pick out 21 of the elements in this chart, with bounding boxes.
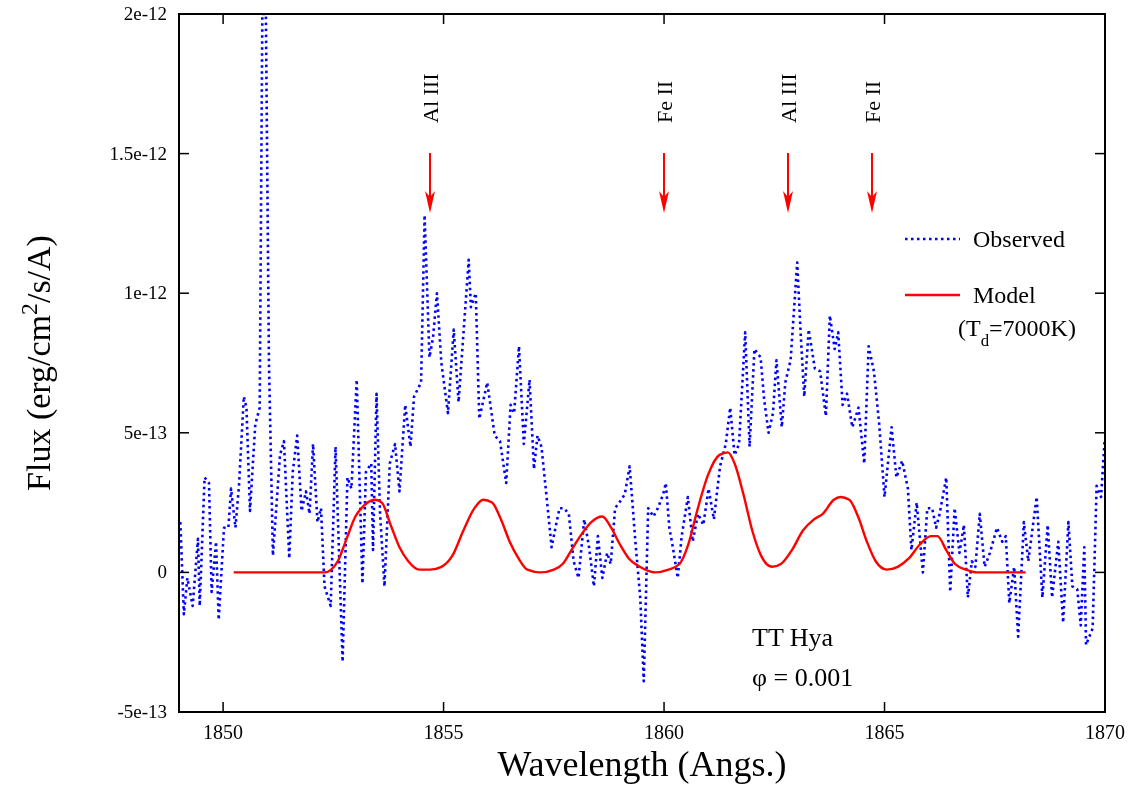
line-series	[232, 451, 1027, 574]
annotation: φ = 0.001	[752, 663, 854, 692]
x-axis-title: Wavelength (Angs.)	[497, 744, 787, 784]
y-tick-label: 1e-12	[123, 282, 167, 304]
legend-label: Observed	[973, 226, 1065, 252]
x-tick-label: 1860	[644, 721, 685, 743]
y-tick-label: 0	[157, 561, 167, 583]
x-tick-label: 1855	[423, 721, 464, 743]
annotation: Fe II	[652, 80, 677, 123]
annotation: TT Hya	[752, 623, 834, 652]
y-tick-label: 2e-12	[123, 3, 167, 24]
x-tick-label: 1865	[864, 721, 905, 743]
x-tick-label: 1850	[203, 721, 244, 743]
x-tick-label: 1870	[1085, 721, 1125, 743]
y-tick-label: 1.5e-12	[109, 142, 167, 164]
annotation: Fe II	[860, 80, 885, 123]
annotation: Al III	[418, 73, 443, 123]
annotation: Al III	[776, 73, 801, 123]
legend-label: Model (T$_{d}$=7000K)	[958, 282, 1076, 350]
y-tick-label: 5e-13	[123, 421, 167, 443]
y-tick-label: -5e-13	[117, 701, 167, 722]
